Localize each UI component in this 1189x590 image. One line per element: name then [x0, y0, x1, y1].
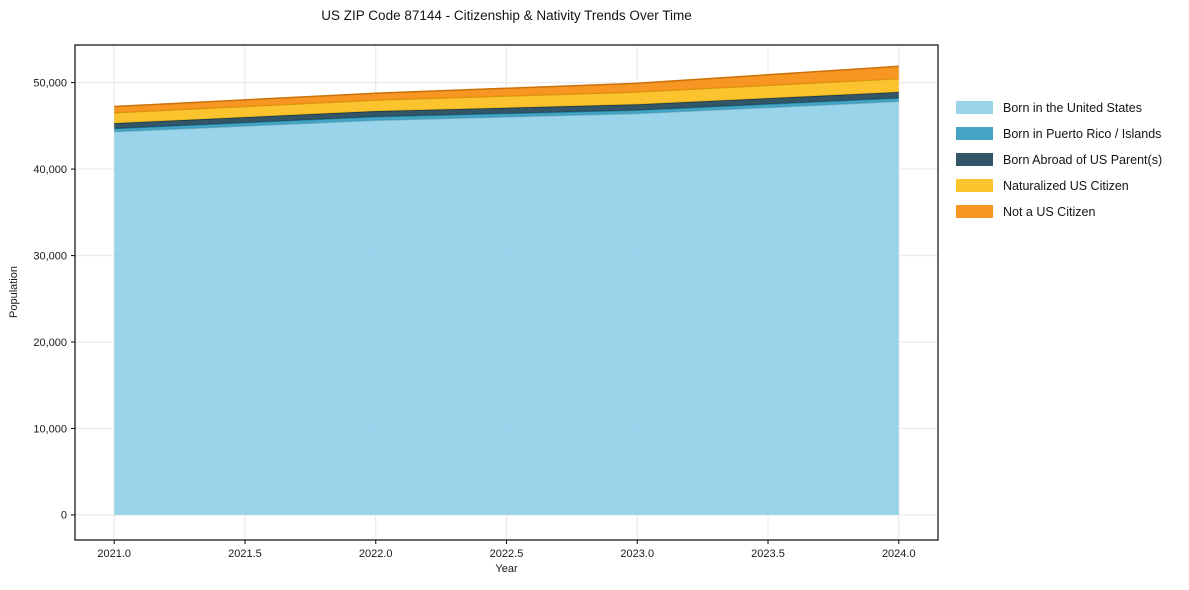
legend-label: Not a US Citizen — [1003, 204, 1096, 219]
y-tick-label: 20,000 — [33, 337, 67, 349]
x-tick-label: 2024.0 — [882, 548, 916, 560]
area-born-in-the-united-states — [114, 101, 899, 515]
legend-swatch — [956, 101, 993, 114]
legend-item: Not a US Citizen — [956, 204, 1162, 219]
y-tick-label: 30,000 — [33, 250, 67, 262]
legend-swatch — [956, 153, 993, 166]
area-series — [114, 65, 899, 515]
y-tick-label: 10,000 — [33, 423, 67, 435]
legend-label: Born in Puerto Rico / Islands — [1003, 126, 1162, 141]
legend: Born in the United States Born in Puerto… — [956, 101, 1162, 231]
x-tick-label: 2022.5 — [490, 548, 524, 560]
x-tick-label: 2023.0 — [620, 548, 654, 560]
area-naturalized-us-citizen — [114, 78, 899, 124]
y-axis-label: Population — [8, 266, 20, 318]
x-tick-label: 2023.5 — [751, 548, 785, 560]
legend-label: Naturalized US Citizen — [1003, 178, 1129, 193]
area-born-in-puerto-rico-islands — [114, 98, 899, 132]
y-tick-label: 50,000 — [33, 77, 67, 89]
legend-item: Born in Puerto Rico / Islands — [956, 126, 1162, 141]
legend-swatch — [956, 179, 993, 192]
x-tick-label: 2022.0 — [359, 548, 393, 560]
area-born-abroad-of-us-parent-s- — [114, 92, 899, 129]
x-axis-label: Year — [495, 563, 518, 575]
chart-title: US ZIP Code 87144 - Citizenship & Nativi… — [321, 8, 692, 23]
legend-label: Born Abroad of US Parent(s) — [1003, 152, 1163, 167]
legend-item: Born in the United States — [956, 100, 1162, 115]
y-tick-label: 40,000 — [33, 164, 67, 176]
legend-item: Born Abroad of US Parent(s) — [956, 152, 1163, 167]
area-not-a-us-citizen — [114, 66, 899, 113]
y-tick-label: 0 — [61, 510, 67, 522]
legend-label: Born in the United States — [1003, 100, 1142, 115]
tick-labels: 2021.0 2021.5 2022.0 2022.5 2023.0 2023.5 2024… — [33, 77, 915, 560]
legend-swatch — [956, 127, 993, 140]
legend-swatch — [956, 205, 993, 218]
legend-item: Naturalized US Citizen — [956, 178, 1162, 193]
x-tick-label: 2021.5 — [228, 548, 262, 560]
axes — [71, 44, 939, 544]
x-tick-label: 2021.0 — [97, 548, 131, 560]
